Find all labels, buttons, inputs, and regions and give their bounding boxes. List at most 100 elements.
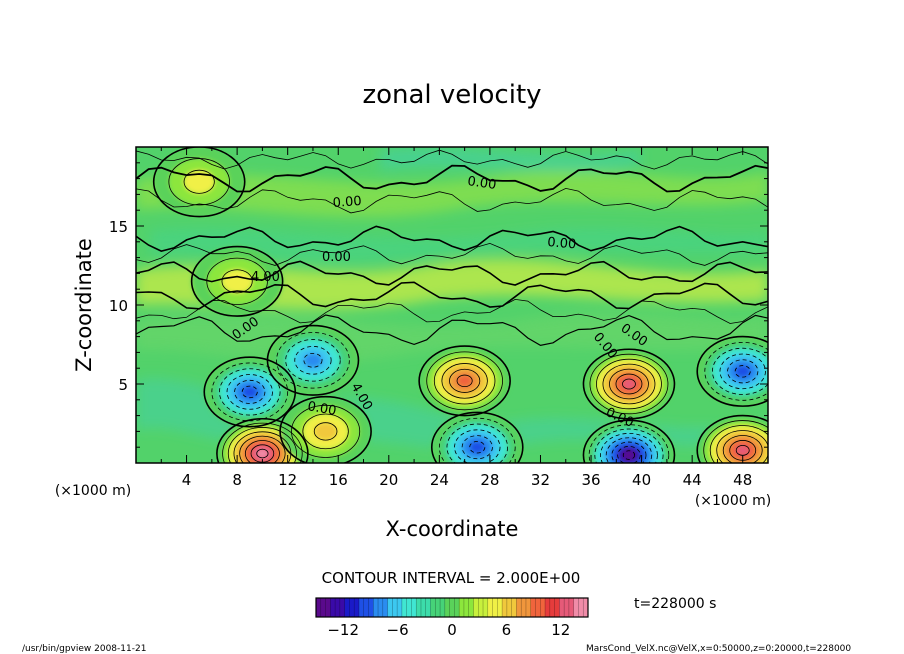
- contour-ring: [206, 257, 268, 305]
- contour-line: [136, 225, 768, 252]
- contour-ring: [291, 404, 361, 458]
- contour-ring: [709, 425, 768, 463]
- contour-ring: [454, 429, 501, 463]
- contour-ring: [168, 158, 230, 206]
- colorbar-swatch: [430, 598, 446, 617]
- heatmap-cell: [457, 375, 473, 387]
- plot-area: [136, 147, 768, 463]
- contour-label: 0.00: [322, 250, 351, 265]
- x-tick-label: 8: [232, 471, 242, 489]
- contour-ring: [266, 324, 360, 396]
- contour-ring: [716, 430, 768, 463]
- heatmap-cell: [221, 269, 253, 293]
- contour-ring: [446, 423, 509, 463]
- y-axis-label: Z-coordinate: [72, 238, 96, 372]
- contour-ring: [449, 368, 481, 393]
- contour-ring: [602, 363, 656, 405]
- contour-ring: [239, 435, 286, 463]
- contour-ring: [313, 422, 338, 441]
- contour-ring: [441, 363, 488, 399]
- heatmap-cell: [256, 449, 269, 458]
- heatmap-cell: [242, 386, 258, 398]
- contour-ring: [734, 365, 751, 378]
- colorbar-swatch: [516, 598, 532, 617]
- chart-title: zonal velocity: [362, 80, 541, 110]
- contour-ring: [219, 368, 281, 416]
- contour-ring: [617, 446, 641, 463]
- colorbar-swatch: [559, 598, 575, 617]
- contour-ring: [588, 424, 670, 463]
- contour-ring: [279, 395, 372, 463]
- contour-ring: [256, 448, 269, 459]
- contour-ring: [594, 428, 664, 463]
- contour-ring: [589, 353, 669, 415]
- contour-line: [136, 187, 768, 214]
- colorbar-swatch: [473, 598, 489, 617]
- y-axis-ticks: 5 10 15: [109, 146, 768, 464]
- colorbar-swatch: [401, 598, 417, 617]
- contour-ring: [582, 348, 676, 420]
- x-tick-label: 16: [329, 471, 348, 489]
- contour-ring: [719, 353, 766, 390]
- contour-lines: [136, 147, 768, 463]
- contour-ring: [622, 450, 636, 460]
- x-axis-label: X-coordinate: [386, 517, 519, 541]
- contour-line: [136, 260, 768, 286]
- contour-ring: [302, 413, 349, 450]
- contour-ring: [234, 379, 266, 404]
- contour-ring: [696, 335, 768, 407]
- y-tick-label: 10: [109, 297, 128, 315]
- colorbar-tick-label: 6: [502, 621, 512, 639]
- contour-ring: [438, 417, 516, 463]
- x-tick-label: 32: [531, 471, 550, 489]
- contour-ring: [456, 374, 473, 388]
- heatmap-cell: [314, 422, 337, 441]
- contour-label: 0.00: [547, 235, 577, 252]
- x-tick-label: 36: [581, 471, 600, 489]
- contour-line: [136, 298, 768, 324]
- colorbar-ticks: −12 −6 0 6 12: [327, 621, 570, 639]
- footer-source: MarsCond_VelX.nc@VelX,x=0:50000,z=0:2000…: [586, 644, 851, 654]
- x-tick-label: 44: [683, 471, 702, 489]
- colorbar-tick-label: −12: [327, 621, 359, 639]
- contour-ring: [152, 147, 246, 218]
- contour-ring: [611, 441, 647, 463]
- contour-ring: [605, 437, 653, 463]
- x-unit-note: (×1000 m): [695, 493, 771, 509]
- contour-ring: [711, 347, 768, 395]
- contour-label: 4.00: [251, 270, 280, 285]
- colorbar-swatch: [530, 598, 546, 617]
- contour-label: 0.00: [332, 194, 362, 211]
- y-tick-label: 15: [109, 218, 128, 236]
- colorbar-swatch: [387, 598, 403, 617]
- contour-line: [136, 149, 768, 170]
- colorbar: [315, 597, 589, 618]
- colorbar-swatch: [330, 598, 346, 617]
- colorbar-swatch: [316, 598, 331, 617]
- contour-ring: [600, 432, 658, 463]
- x-tick-label: 12: [278, 471, 297, 489]
- contour-ring: [727, 359, 759, 384]
- contour-line: [136, 314, 768, 347]
- x-axis-ticks: 4 8 12 16 20 24 28 32 36 40 44 48: [135, 147, 769, 489]
- contour-ring: [294, 345, 332, 375]
- contour-line: [136, 164, 768, 193]
- heatmap-cell: [469, 441, 485, 453]
- heatmap-cell: [622, 379, 636, 389]
- contour-ring: [227, 427, 297, 463]
- colorbar-tick-label: 0: [447, 621, 457, 639]
- contour-ring: [426, 351, 503, 411]
- y-tick-label: 5: [118, 376, 128, 394]
- time-label: t=228000 s: [634, 596, 716, 612]
- heatmap-cell: [184, 170, 215, 194]
- heatmap-cell: [735, 365, 751, 378]
- colorbar-swatch: [373, 598, 389, 617]
- contour-ring: [703, 420, 768, 463]
- y-unit-note: (×1000 m): [55, 483, 131, 499]
- contour-line: [136, 281, 768, 310]
- colorbar-frame: [315, 597, 589, 618]
- x-tick-label: 48: [733, 471, 752, 489]
- x-tick-label: 28: [480, 471, 499, 489]
- contour-ring: [615, 373, 643, 395]
